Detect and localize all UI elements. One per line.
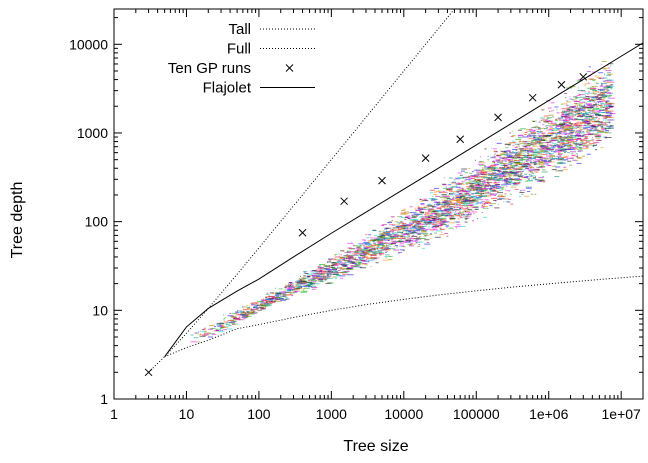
plot-border [113,8,644,400]
gp-run-point [528,93,537,102]
x-tick-label: 10000 [384,406,423,422]
legend-label: Full [227,41,251,58]
gp-run-cloud [208,67,616,331]
gp-run-cloud [198,63,615,337]
gp-run-point [298,228,307,237]
x-tick-label: 1 [110,406,118,422]
gp-run-point [340,197,348,206]
y-tick-label: 100 [85,214,109,230]
y-tick-label: 10000 [69,36,108,52]
x-tick-label: 100 [247,406,271,422]
gp-run-point [494,113,502,122]
legend-marker [285,64,294,72]
gp-run-point [579,72,588,81]
y-tick-label: 1000 [77,125,108,141]
x-tick-label: 1e+07 [602,406,642,422]
series-line-full [164,275,643,358]
x-tick-label: 10 [179,406,195,422]
y-tick-label: 10 [92,302,108,318]
y-axis-label: Tree depth [9,182,26,259]
scatter-cloud [190,61,616,343]
axes: 1 10 100 1000 10000 100000 1e+06 1e+07 1 10 100 100… [69,9,644,422]
x-tick-label: 1000 [316,406,347,422]
plot-frame [113,8,644,400]
gp-run-point [144,368,153,377]
gp-run-cloud [190,65,614,339]
gp-run-cloud [209,68,613,335]
x-axis-label: Tree size [343,438,408,455]
x-tick-label: 1e+06 [529,406,569,422]
gp-run-point [421,154,430,163]
gp-run-point [557,80,566,89]
gp-run-point [378,176,386,185]
series-line-flajolet [164,42,643,357]
legend: Tall Full Ten GP runs Flajolet [168,21,315,97]
legend-label: Ten GP runs [168,60,251,77]
gp-run-cloud [198,67,615,336]
series-line-tall [148,9,456,373]
legend-label: Tall [228,21,251,38]
gp-run-cloud [196,61,613,343]
gp-run-cloud [190,63,615,343]
x-tick-label: 100000 [453,406,500,422]
y-tick-label: 1 [100,391,108,407]
legend-label: Flajolet [203,80,252,97]
gp-run-cloud [200,64,615,337]
series-lines [144,9,643,377]
gp-run-cloud [202,66,614,338]
gp-run-point [456,135,465,144]
